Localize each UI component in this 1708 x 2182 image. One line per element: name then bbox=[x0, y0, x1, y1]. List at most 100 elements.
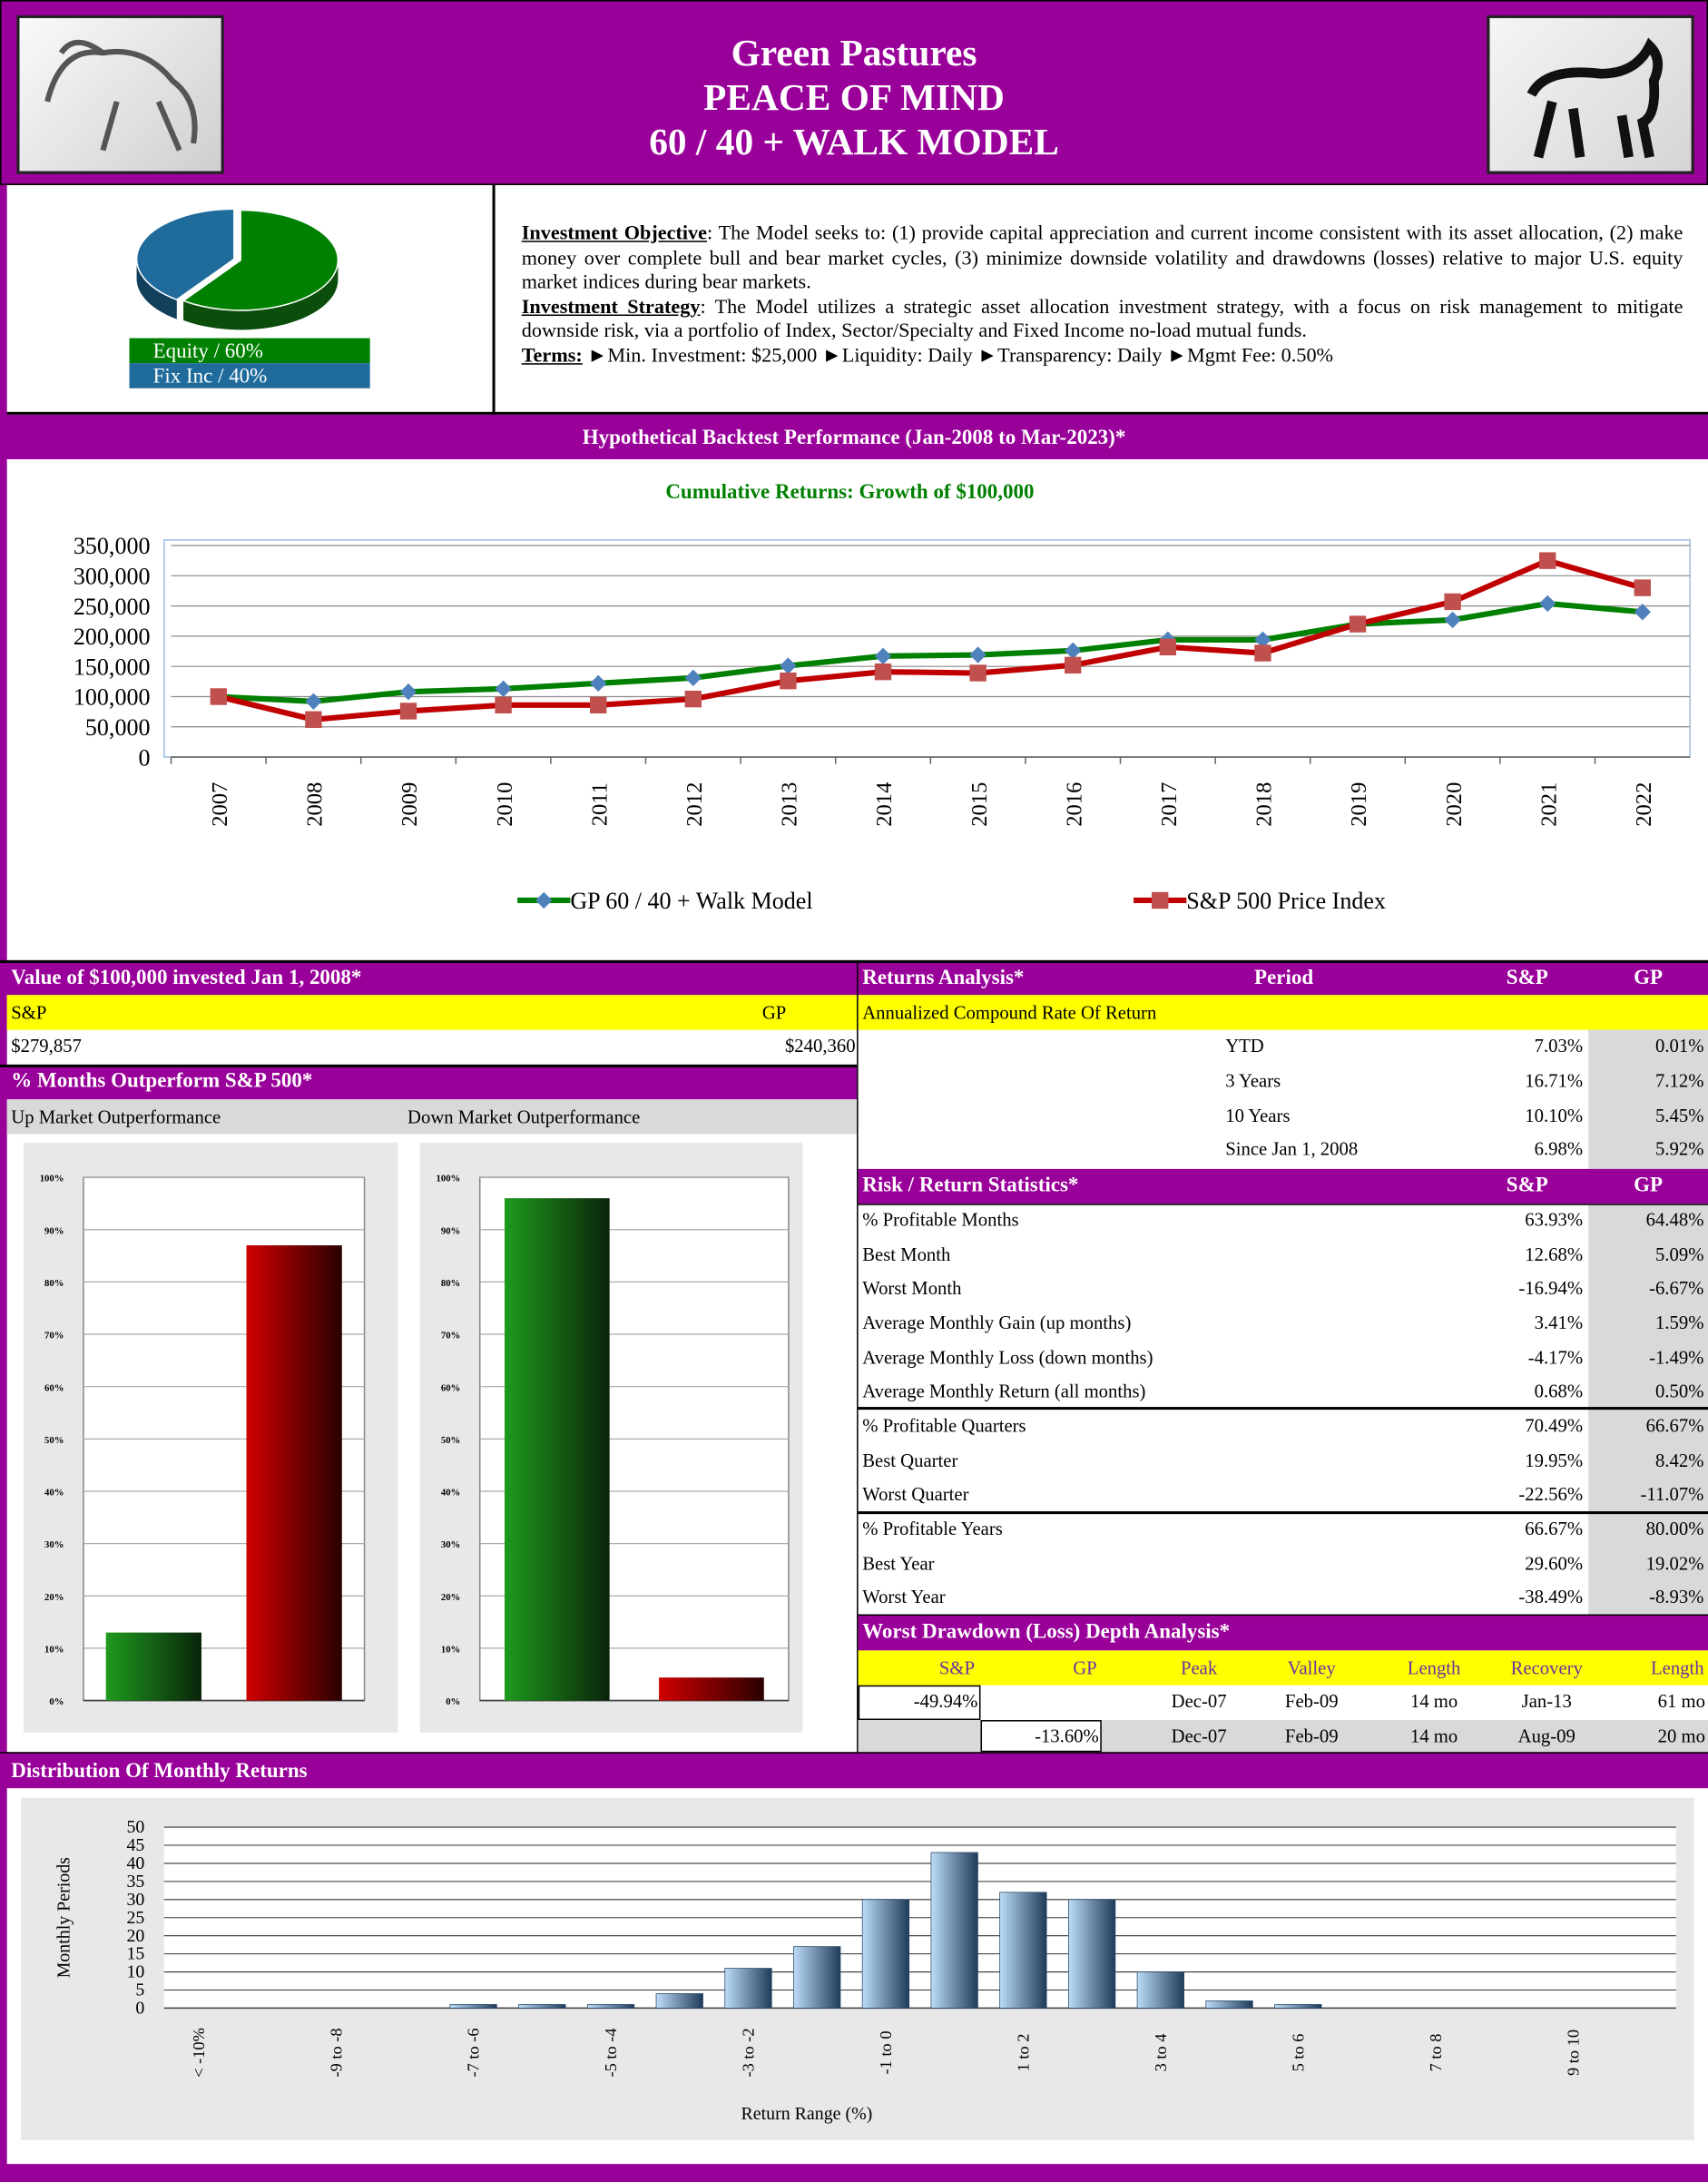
value-cell: -8.93% bbox=[1649, 1586, 1703, 1611]
point-marker bbox=[305, 693, 321, 710]
y-tick-label: 40 bbox=[126, 1853, 144, 1873]
y-tick-label: 10% bbox=[44, 1645, 64, 1656]
section-title: Distribution Of Monthly Returns bbox=[11, 1759, 307, 1784]
y-tick-label: 300,000 bbox=[74, 564, 151, 590]
x-tick-label: 2016 bbox=[1062, 782, 1086, 827]
x-tick-label: 2013 bbox=[778, 782, 802, 827]
x-tick-label: 2009 bbox=[398, 782, 422, 827]
x-tick-label: 2007 bbox=[208, 782, 232, 827]
bar bbox=[505, 1198, 610, 1700]
value-cell: -13.60% bbox=[1035, 1725, 1099, 1750]
y-tick-label: 80% bbox=[44, 1278, 64, 1289]
column-header: GP bbox=[1073, 1656, 1096, 1682]
x-tick-label: 2020 bbox=[1442, 782, 1467, 827]
y-tick-label: 25 bbox=[126, 1908, 144, 1928]
point-marker bbox=[1444, 594, 1460, 610]
value-cell: 0.01% bbox=[1655, 1034, 1703, 1059]
period-cell: YTD bbox=[1225, 1034, 1264, 1059]
point-marker bbox=[875, 663, 891, 680]
period-cell: Since Jan 1, 2008 bbox=[1225, 1137, 1358, 1163]
bar bbox=[587, 2004, 633, 2008]
x-tick-label: 5 to 6 bbox=[1289, 2034, 1307, 2072]
value-cell: 66.67% bbox=[1646, 1414, 1704, 1440]
stat-label: Best Year bbox=[862, 1551, 934, 1577]
column-header: GP bbox=[1634, 1173, 1663, 1198]
point-marker bbox=[969, 664, 986, 681]
point-marker bbox=[780, 657, 796, 673]
value-cell: 5.09% bbox=[1655, 1243, 1703, 1268]
value-cell: -6.67% bbox=[1649, 1276, 1703, 1302]
y-tick-label: 20% bbox=[44, 1592, 64, 1603]
x-tick-label: 3 to 4 bbox=[1152, 2034, 1170, 2072]
y-tick-label: 30% bbox=[441, 1539, 460, 1550]
point-marker bbox=[495, 681, 511, 697]
x-tick-label: 1 to 2 bbox=[1015, 2034, 1033, 2072]
x-tick-label: 2021 bbox=[1536, 782, 1561, 827]
value-cell: 19.95% bbox=[1525, 1448, 1583, 1473]
y-tick-label: 60% bbox=[44, 1382, 64, 1393]
x-tick-label: -5 to -4 bbox=[602, 2028, 620, 2077]
y-tick-label: 40% bbox=[44, 1488, 64, 1499]
x-tick-label: -9 to -8 bbox=[327, 2028, 345, 2077]
value-cell: 6.98% bbox=[1535, 1137, 1583, 1163]
stat-label: Worst Year bbox=[862, 1586, 945, 1611]
y-tick-label: 0% bbox=[446, 1696, 460, 1707]
y-tick-label: 20 bbox=[126, 1926, 144, 1946]
value-cell: -38.49% bbox=[1518, 1586, 1583, 1611]
point-marker bbox=[305, 712, 321, 728]
bar bbox=[931, 1853, 977, 2008]
y-tick-label: 150,000 bbox=[74, 654, 151, 680]
value-cell: 5.92% bbox=[1655, 1137, 1703, 1163]
y-tick-label: 30% bbox=[44, 1539, 64, 1550]
value-cell: 29.60% bbox=[1525, 1551, 1583, 1577]
section-title: Value of $100,000 invested Jan 1, 2008* bbox=[11, 966, 361, 991]
column-header: GP bbox=[762, 1000, 786, 1026]
section-title: Returns Analysis* bbox=[862, 966, 1024, 991]
point-marker bbox=[400, 703, 417, 719]
chart-title: Up Market Outperformance bbox=[11, 1105, 221, 1130]
value-cell: $240,360 bbox=[785, 1034, 856, 1059]
y-tick-label: 10 bbox=[126, 1962, 144, 1982]
value-cell: 14 mo bbox=[1410, 1725, 1458, 1750]
bar bbox=[793, 1947, 839, 2009]
value-cell: Dec-07 bbox=[1172, 1689, 1227, 1715]
point-marker bbox=[1160, 639, 1176, 655]
y-tick-label: 0 bbox=[138, 744, 150, 771]
column-header: Length bbox=[1651, 1656, 1704, 1682]
point-marker bbox=[590, 697, 606, 713]
section-title: Risk / Return Statistics* bbox=[862, 1173, 1078, 1198]
y-tick-label: 70% bbox=[44, 1331, 64, 1342]
x-tick-label: 2019 bbox=[1347, 782, 1371, 827]
value-cell: 20 mo bbox=[1658, 1725, 1705, 1750]
value-cell: 7.12% bbox=[1655, 1068, 1703, 1094]
y-tick-label: 100% bbox=[436, 1174, 460, 1184]
x-tick-label: 2008 bbox=[303, 782, 328, 827]
stat-label: Worst Month bbox=[862, 1276, 961, 1302]
y-tick-label: 20% bbox=[441, 1592, 460, 1603]
y-axis-label: Monthly Periods bbox=[54, 1857, 74, 1979]
value-cell: 1.59% bbox=[1655, 1311, 1703, 1336]
y-tick-label: 50% bbox=[441, 1435, 460, 1446]
x-tick-label: -7 to -6 bbox=[465, 2028, 483, 2077]
value-cell: Dec-07 bbox=[1172, 1725, 1227, 1750]
bar bbox=[247, 1245, 342, 1701]
legend-label: GP 60 / 40 + Walk Model bbox=[570, 888, 812, 914]
x-tick-label: 2010 bbox=[493, 782, 517, 827]
point-marker bbox=[685, 691, 702, 707]
value-cell: 5.45% bbox=[1655, 1103, 1703, 1128]
point-marker bbox=[211, 688, 227, 704]
fact-sheet: Green Pastures PEACE OF MIND 60 / 40 + W… bbox=[0, 0, 1708, 2182]
value-cell: 80.00% bbox=[1646, 1517, 1704, 1542]
point-marker bbox=[590, 675, 606, 692]
bar bbox=[106, 1633, 201, 1701]
bar bbox=[1206, 2000, 1252, 2008]
point-marker bbox=[1444, 612, 1460, 628]
point-marker bbox=[969, 646, 986, 663]
column-header: S&P bbox=[1507, 966, 1548, 991]
stat-label: Best Month bbox=[862, 1243, 950, 1268]
value-cell: 0.50% bbox=[1655, 1380, 1703, 1405]
point-marker bbox=[1152, 892, 1168, 909]
y-tick-label: 50 bbox=[126, 1817, 144, 1837]
x-tick-label: 2012 bbox=[682, 782, 707, 827]
bar bbox=[1275, 2004, 1321, 2008]
